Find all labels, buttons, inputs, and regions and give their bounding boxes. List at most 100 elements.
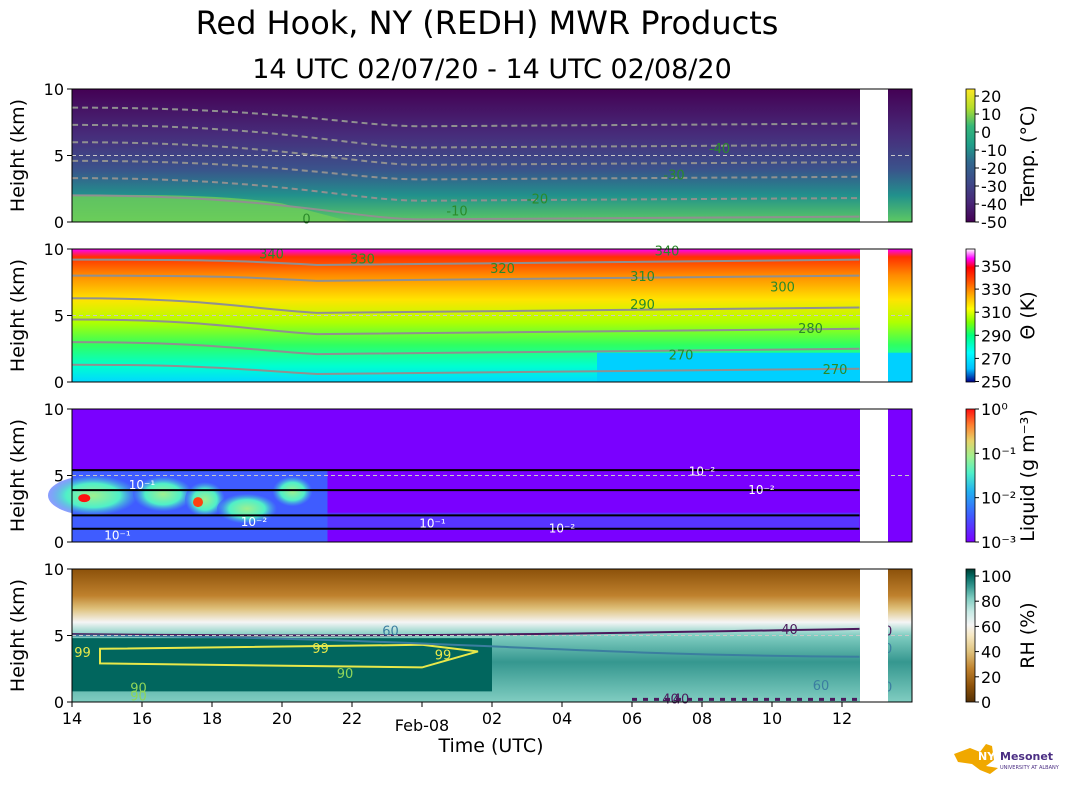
theta-contour [71,258,860,266]
theta-contour-label: 270 [669,348,694,363]
rh-contour-label: 99 [312,642,329,657]
colorbar-tick-label: 60 [981,617,1001,636]
liquid-contour-label: 10⁻² [689,465,716,479]
liquid-thin-layer [327,512,860,531]
x-tick-label: 06 [622,709,642,728]
theta-contour [71,341,860,356]
liquid-contour-label: 10⁻² [241,515,268,529]
rh-contour-60 [71,634,860,658]
panel-relative_humidity: 99999990909060404060604040600510Height (… [7,560,1039,712]
theta-contour-label: 290 [630,298,655,313]
data-gap [860,569,888,702]
temp-contour [71,194,860,221]
colorbar-tick-label: 100 [981,567,1012,586]
temp-contour [71,177,860,202]
rh-contour-label: 99 [435,648,452,663]
x-axis-label: Time (UTC) [437,735,543,757]
rh-contour-label: 90 [337,667,354,682]
y-tick-label: 0 [54,533,64,552]
logo-subtext: UNIVERSITY AT ALBANY [1000,765,1060,771]
y-axis-label: Height (km) [7,99,29,212]
theta-contour-label: 330 [350,253,375,268]
liquid-contour-label: 10⁻¹ [419,516,446,530]
data-gap [860,409,888,542]
rh-contour-label: 40 [662,692,679,707]
y-tick-label: 5 [54,467,64,486]
panel-potential_temperature: 340 330 320 310 300 290 280 270 270 340 0 5 10 Height… [7,240,1039,392]
x-tick-label: 20 [272,709,292,728]
rh-contour-99 [99,643,479,669]
y-axis-label: Height (km) [7,579,29,692]
y-tick-label: 10 [44,80,64,99]
colorbar-tick-label: 10⁻¹ [981,444,1016,463]
x-tick-label: Feb-08 [395,716,449,735]
temp-warm-layer [72,194,352,222]
theta-contour [71,363,860,376]
colorbar-tick-label: 10 [981,105,1001,124]
y-tick-label: 10 [44,240,64,259]
rh-contour-label: 40 [673,692,690,707]
colorbar-tick-label: 290 [981,326,1012,345]
temp-contour-label: -40 [709,142,730,157]
y-tick-label: 5 [54,307,64,326]
data-gap [860,249,888,382]
colorbar-tick-label: 20 [981,668,1001,687]
x-tick-label: 10 [762,709,782,728]
y-tick-label: 10 [44,400,64,419]
theta-contour [71,318,860,336]
colorbar-tick-label: 10⁻³ [981,533,1016,552]
rh-contour-label: 60 [813,679,830,694]
theta-contour-label: 300 [770,281,795,296]
colorbar [965,568,976,703]
colorbar [965,408,976,543]
y-tick-label: 10 [44,560,64,579]
panel-liquid_water: 10⁻¹ 10⁻¹ 10⁻² 10⁻¹ 10⁻² 10⁻² 10⁻² 0 5 10 Height (… [7,400,1039,552]
y-tick-label: 5 [54,147,64,166]
colorbar-tick-label: -20 [981,159,1007,178]
logo-mesonet-text: Mesonet [1000,750,1053,763]
x-tick-label: 04 [552,709,572,728]
x-tick-label: 12 [832,709,852,728]
x-tick-label: 02 [482,709,502,728]
theta-contour-label: 310 [630,270,655,285]
chart-title: Red Hook, NY (REDH) MWR Products [195,4,779,42]
y-tick-label: 0 [54,693,64,712]
colorbar-tick-label: -40 [981,195,1007,214]
colorbar-tick-label: 0 [981,123,991,142]
logo-nys-text: NYS [978,750,1003,763]
rh-contour-label: 40 [781,623,798,638]
colorbar-tick-label: 350 [981,257,1012,276]
x-tick-label: 08 [692,709,712,728]
temp-contour-label: -20 [527,192,548,207]
colorbar-label: Θ (K) [1017,291,1039,339]
theta-contour [71,274,860,282]
colorbar-tick-label: -10 [981,141,1007,160]
x-tick-label: 18 [202,709,222,728]
liquid-contour-label: 10⁻¹ [104,528,131,542]
liquid-cloud-cell [133,476,193,512]
y-axis-label: Height (km) [7,419,29,532]
colorbar-label: RH (%) [1017,602,1039,668]
temp-contour [71,123,860,149]
y-axis-label: Height (km) [7,259,29,372]
liquid-cloud-cell [48,475,138,516]
temp-contour [71,159,860,181]
theta-contour-label: 340 [655,245,680,260]
temp-contour-label: -10 [446,204,467,219]
y-tick-label: 5 [54,627,64,646]
x-tick-label: 22 [342,709,362,728]
liquid-cloud-cell [272,476,313,507]
colorbar-tick-label: 10⁰ [981,400,1008,419]
liquid-max-cell [193,497,203,508]
temp-contour-label: -30 [663,168,684,183]
colorbar-tick-label: -50 [981,213,1007,232]
colorbar-label: Liquid (g m⁻³) [1017,409,1039,541]
theta-contour-label: 280 [798,322,823,337]
colorbar-tick-label: 270 [981,349,1012,368]
chart-subtitle: 14 UTC 02/07/20 - 14 UTC 02/08/20 [252,54,732,85]
liquid-contour-label: 10⁻² [748,483,775,497]
theta-contour-label: 340 [259,247,284,262]
temp-contour [71,106,860,128]
